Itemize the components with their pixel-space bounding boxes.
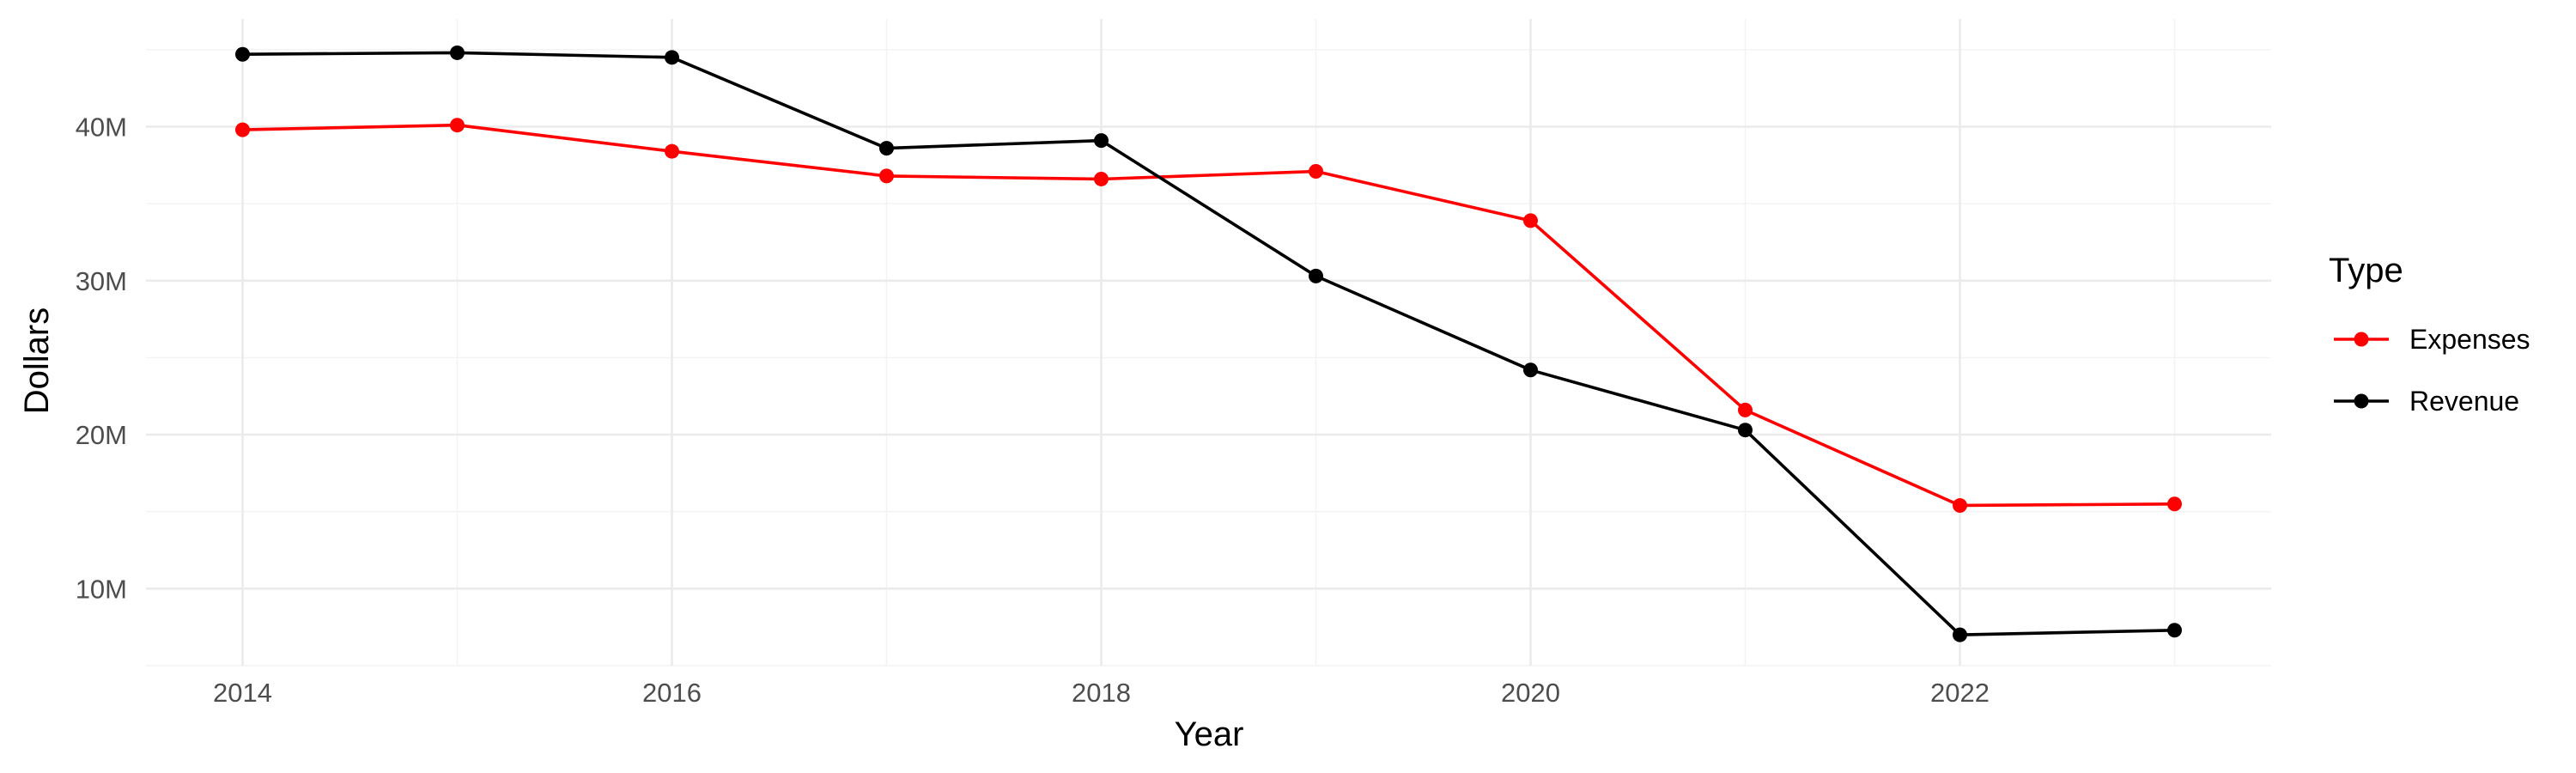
data-point-revenue: [879, 141, 894, 156]
y-axis-title: Dollars: [18, 307, 56, 414]
x-axis-ticks: 2014 2016 2018 2020 2022: [213, 678, 1990, 708]
legend-key-point: [2354, 393, 2369, 409]
data-point-revenue: [1523, 362, 1538, 378]
grid-layer: [146, 19, 2271, 666]
data-point-expenses: [879, 168, 894, 184]
data-point-revenue: [235, 46, 250, 62]
legend: Type Expenses Revenue: [2329, 252, 2530, 417]
x-tick-label: 2020: [1501, 678, 1560, 708]
series-line-expenses: [242, 123, 2175, 508]
data-point-revenue: [2167, 623, 2182, 638]
data-point-expenses: [1738, 402, 1753, 417]
data-point-revenue: [1309, 268, 1323, 283]
x-tick-label: 2018: [1072, 678, 1131, 708]
y-tick-label: 20M: [76, 420, 127, 450]
legend-item-expenses: Expenses: [2334, 324, 2530, 355]
legend-label: Expenses: [2409, 324, 2530, 355]
legend-label: Revenue: [2409, 386, 2519, 417]
data-point-revenue: [450, 45, 465, 60]
x-tick-label: 2014: [213, 678, 272, 708]
data-point-expenses: [450, 118, 465, 133]
legend-item-revenue: Revenue: [2334, 386, 2519, 417]
legend-title: Type: [2329, 252, 2403, 289]
y-tick-label: 40M: [76, 113, 127, 143]
data-point-expenses: [665, 143, 679, 159]
x-tick-label: 2016: [642, 678, 702, 708]
data-point-expenses: [1523, 213, 1538, 228]
data-point-revenue: [1738, 423, 1753, 438]
series-line-revenue: [242, 51, 2175, 636]
data-point-revenue: [1953, 627, 1967, 642]
y-tick-label: 10M: [76, 574, 127, 604]
series-revenue: [235, 45, 2182, 642]
data-point-revenue: [665, 50, 679, 65]
y-axis-ticks: 10M 20M 30M 40M: [76, 113, 127, 605]
series-layer: [235, 45, 2182, 642]
series-expenses: [235, 118, 2182, 514]
data-point-expenses: [1953, 498, 1967, 514]
data-point-expenses: [1309, 163, 1323, 179]
y-tick-label: 30M: [76, 266, 127, 296]
x-axis-title: Year: [1175, 715, 1244, 753]
x-tick-label: 2022: [1930, 678, 1990, 708]
data-point-revenue: [1094, 133, 1109, 149]
data-point-expenses: [2167, 496, 2182, 512]
legend-items: Expenses Revenue: [2334, 324, 2530, 417]
data-point-expenses: [1094, 171, 1109, 186]
data-point-expenses: [235, 122, 250, 137]
legend-key-point: [2354, 332, 2369, 347]
